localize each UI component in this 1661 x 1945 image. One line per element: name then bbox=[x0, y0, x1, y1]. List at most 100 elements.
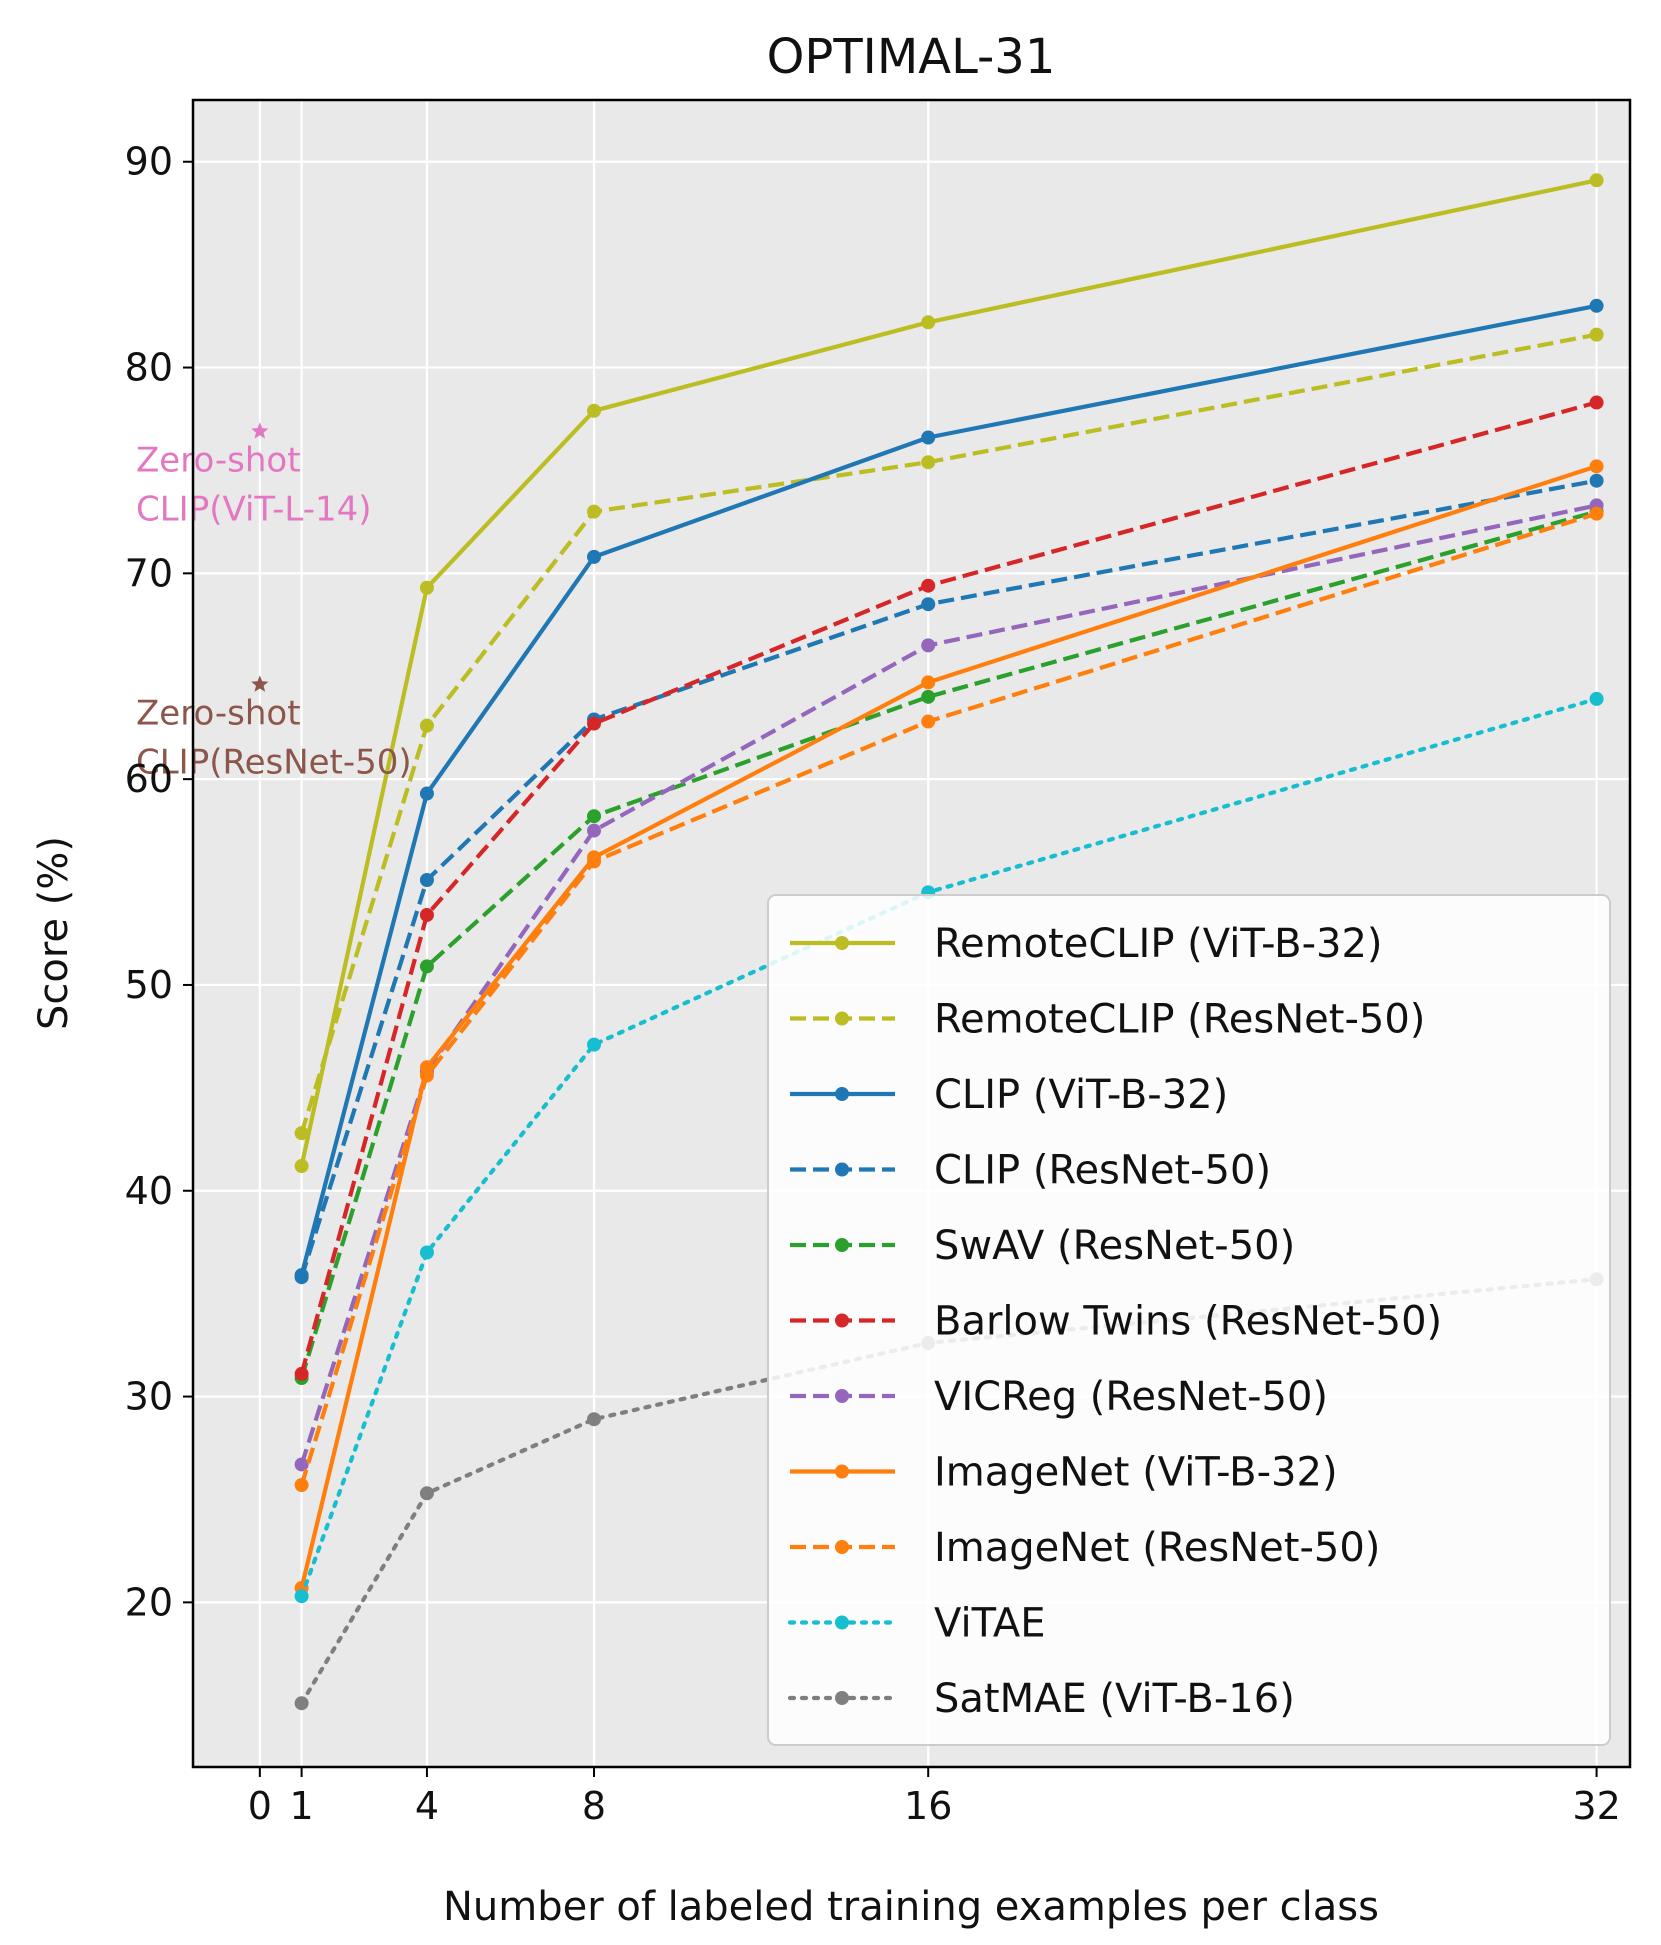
data-point bbox=[921, 689, 936, 704]
data-point bbox=[587, 809, 602, 824]
y-axis-label: Score (%) bbox=[31, 836, 77, 1030]
data-point bbox=[419, 872, 434, 887]
x-tick-label: 32 bbox=[1572, 1784, 1620, 1828]
chart-title: OPTIMAL-31 bbox=[767, 29, 1056, 85]
data-point bbox=[921, 638, 936, 653]
zero-shot-star-marker bbox=[251, 675, 269, 692]
data-point bbox=[921, 315, 936, 330]
legend-item: SwAV (ResNet-50) bbox=[790, 1223, 1295, 1269]
legend-label: ImageNet (ViT-B-32) bbox=[934, 1450, 1338, 1496]
data-point bbox=[294, 1126, 309, 1141]
data-point bbox=[587, 1412, 602, 1427]
legend-label: SwAV (ResNet-50) bbox=[934, 1223, 1295, 1269]
x-axis: 0 1 4 8 16 32 bbox=[248, 1767, 1621, 1828]
data-point bbox=[1589, 473, 1604, 488]
data-point bbox=[1589, 395, 1604, 410]
y-tick-label: 40 bbox=[125, 1169, 173, 1213]
series-line bbox=[299, 696, 1599, 1599]
legend-marker bbox=[835, 1615, 849, 1630]
legend-label: CLIP (ViT-B-32) bbox=[934, 1072, 1228, 1118]
legend-item: VICReg (ResNet-50) bbox=[790, 1374, 1328, 1420]
legend-item: ImageNet (ViT-B-32) bbox=[790, 1450, 1338, 1496]
legend-label: CLIP (ResNet-50) bbox=[934, 1148, 1271, 1194]
zero-shot-label: Zero-shot bbox=[136, 440, 301, 480]
y-tick-label: 70 bbox=[125, 551, 173, 595]
data-point bbox=[921, 597, 936, 612]
data-point bbox=[419, 1245, 434, 1260]
series-line bbox=[299, 400, 1598, 1375]
data-point bbox=[294, 1270, 309, 1285]
data-point bbox=[1589, 327, 1604, 342]
data-point bbox=[1589, 298, 1604, 313]
legend-item: CLIP (ResNet-50) bbox=[790, 1148, 1271, 1194]
legend-item: RemoteCLIP (ResNet-50) bbox=[790, 997, 1425, 1043]
data-point bbox=[587, 549, 602, 564]
data-point bbox=[1589, 173, 1604, 188]
legend-label: ImageNet (ResNet-50) bbox=[934, 1525, 1380, 1571]
data-point bbox=[419, 718, 434, 733]
series-swav-resnet-50 bbox=[294, 504, 1604, 1386]
y-tick-label: 90 bbox=[125, 140, 173, 184]
zero-shot-model-label: CLIP(ViT-L-14) bbox=[136, 489, 372, 529]
x-tick-label: 1 bbox=[290, 1784, 314, 1828]
data-point bbox=[921, 675, 936, 690]
plot-frame bbox=[191, 98, 1632, 1769]
data-point bbox=[587, 854, 602, 869]
data-point bbox=[587, 504, 602, 519]
legend-marker bbox=[835, 1313, 849, 1328]
series-layer bbox=[294, 173, 1604, 1711]
data-point bbox=[419, 786, 434, 801]
legend-label: RemoteCLIP (ViT-B-32) bbox=[934, 921, 1383, 967]
y-tick-label: 50 bbox=[125, 963, 173, 1007]
data-point bbox=[419, 1486, 434, 1501]
zero-shot-label: Zero-shot bbox=[136, 693, 301, 733]
zero-shot-model-label: CLIP(ResNet-50) bbox=[136, 742, 412, 782]
data-point bbox=[294, 1589, 309, 1604]
series-imagenet-resnet-50 bbox=[294, 506, 1604, 1493]
legend-item: SatMAE (ViT-B-16) bbox=[787, 1676, 1295, 1722]
data-point bbox=[419, 907, 434, 922]
legend-item: ImageNet (ResNet-50) bbox=[790, 1525, 1380, 1571]
y-tick-label: 60 bbox=[125, 757, 173, 801]
data-point bbox=[419, 959, 434, 974]
series-barlow-twins-resnet-50 bbox=[294, 395, 1604, 1381]
legend-marker bbox=[835, 1540, 849, 1554]
legend-box bbox=[767, 894, 1611, 1746]
data-point bbox=[294, 1696, 309, 1711]
data-point bbox=[921, 578, 936, 593]
series-remoteclip-resnet-50 bbox=[294, 327, 1604, 1141]
legend-marker bbox=[835, 1691, 849, 1705]
data-point bbox=[1589, 506, 1604, 521]
data-point bbox=[1589, 459, 1604, 474]
data-point bbox=[294, 1366, 309, 1381]
legend-marker bbox=[835, 936, 849, 950]
data-point bbox=[587, 716, 602, 731]
data-point bbox=[921, 714, 936, 729]
x-tick-label: 0 bbox=[248, 1784, 272, 1828]
y-tick-label: 30 bbox=[125, 1375, 173, 1419]
zero-shot-annotations: Zero-shot CLIP(ViT-L-14) Zero-shot CLIP(Res… bbox=[136, 422, 412, 782]
data-point bbox=[294, 1159, 309, 1174]
data-point bbox=[294, 1478, 309, 1493]
data-point bbox=[587, 403, 602, 418]
y-tick-label: 20 bbox=[125, 1580, 173, 1624]
legend-marker bbox=[835, 1238, 849, 1252]
legend-marker bbox=[835, 1162, 849, 1177]
data-point bbox=[921, 455, 936, 470]
legend-item: CLIP (ViT-B-32) bbox=[790, 1072, 1228, 1118]
series-remoteclip-vit-b-32 bbox=[294, 173, 1604, 1174]
legend-label: VICReg (ResNet-50) bbox=[934, 1374, 1328, 1420]
y-tick-label: 80 bbox=[125, 346, 173, 390]
x-tick-label: 8 bbox=[582, 1784, 606, 1828]
legend-label: RemoteCLIP (ResNet-50) bbox=[934, 997, 1425, 1043]
data-point bbox=[587, 823, 602, 838]
x-tick-label: 16 bbox=[904, 1784, 952, 1828]
legend-item: ViTAE bbox=[787, 1601, 1046, 1647]
y-axis: 20 30 40 50 60 70 80 90 bbox=[125, 140, 193, 1624]
legend-label: SatMAE (ViT-B-16) bbox=[934, 1676, 1295, 1722]
legend: RemoteCLIP (ViT-B-32) RemoteCLIP (ResNet-… bbox=[767, 894, 1611, 1746]
data-point bbox=[294, 1457, 309, 1472]
legend-item: Barlow Twins (ResNet-50) bbox=[790, 1299, 1442, 1345]
